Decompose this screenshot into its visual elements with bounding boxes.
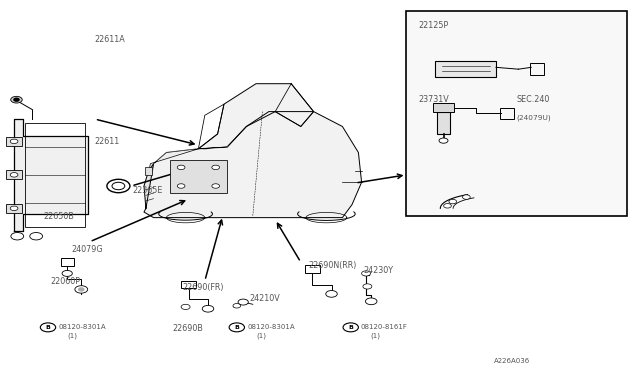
- Bar: [435, 61, 496, 77]
- Bar: [500, 108, 514, 119]
- Circle shape: [229, 323, 244, 332]
- Circle shape: [30, 232, 42, 240]
- Text: (1): (1): [370, 332, 380, 339]
- Circle shape: [444, 203, 451, 208]
- Circle shape: [326, 291, 337, 297]
- Polygon shape: [146, 147, 227, 186]
- Bar: [433, 103, 454, 112]
- Bar: [437, 112, 450, 134]
- Text: (1): (1): [256, 332, 266, 339]
- Bar: [530, 63, 544, 75]
- Circle shape: [238, 299, 248, 305]
- Text: 24079G: 24079G: [72, 245, 103, 254]
- Text: 22365E: 22365E: [132, 186, 163, 195]
- Text: B: B: [234, 325, 239, 330]
- Circle shape: [363, 284, 372, 289]
- Bar: [25, 123, 86, 227]
- Text: 08120-8301A: 08120-8301A: [58, 324, 106, 330]
- Bar: [6, 137, 22, 146]
- Text: SEC.240: SEC.240: [517, 94, 550, 104]
- Bar: [181, 281, 196, 288]
- Text: 22690B: 22690B: [173, 324, 204, 333]
- Text: B: B: [45, 325, 51, 330]
- Polygon shape: [144, 164, 154, 208]
- Text: 08120-8301A: 08120-8301A: [247, 324, 294, 330]
- Text: 23731V: 23731V: [418, 94, 449, 104]
- Bar: [6, 204, 22, 213]
- Circle shape: [202, 305, 214, 312]
- Circle shape: [62, 270, 72, 276]
- Circle shape: [10, 173, 18, 177]
- Circle shape: [14, 98, 19, 101]
- Text: (1): (1): [67, 332, 77, 339]
- Circle shape: [107, 179, 130, 193]
- Circle shape: [365, 298, 377, 305]
- Circle shape: [343, 323, 358, 332]
- Bar: [145, 167, 152, 175]
- Circle shape: [449, 199, 456, 204]
- Bar: [305, 265, 320, 273]
- Circle shape: [112, 182, 125, 190]
- Text: 22650B: 22650B: [44, 212, 74, 221]
- Polygon shape: [14, 119, 88, 231]
- Text: 22060P: 22060P: [50, 278, 80, 286]
- Text: (24079U): (24079U): [517, 114, 552, 121]
- Text: 22690N(RR): 22690N(RR): [308, 262, 357, 270]
- Circle shape: [10, 206, 18, 211]
- Circle shape: [40, 323, 56, 332]
- Circle shape: [10, 139, 18, 144]
- Circle shape: [177, 165, 185, 170]
- Circle shape: [233, 304, 241, 308]
- Circle shape: [11, 96, 22, 103]
- Bar: [61, 258, 74, 266]
- Circle shape: [463, 195, 470, 199]
- Polygon shape: [198, 84, 314, 149]
- Bar: [6, 170, 22, 179]
- Circle shape: [212, 165, 220, 170]
- Text: 22125P: 22125P: [418, 21, 448, 30]
- Circle shape: [177, 184, 185, 188]
- Circle shape: [439, 138, 448, 143]
- Circle shape: [79, 288, 84, 291]
- Circle shape: [362, 271, 371, 276]
- Circle shape: [212, 184, 220, 188]
- Circle shape: [75, 286, 88, 293]
- Bar: [170, 160, 227, 193]
- Circle shape: [11, 232, 24, 240]
- Text: 24210V: 24210V: [250, 294, 280, 303]
- Polygon shape: [144, 112, 362, 218]
- Circle shape: [181, 304, 190, 310]
- Text: 08120-8161F: 08120-8161F: [361, 324, 408, 330]
- Text: 24230Y: 24230Y: [363, 266, 393, 275]
- Bar: [406, 11, 627, 216]
- Text: 22690(FR): 22690(FR): [182, 283, 224, 292]
- Text: B: B: [348, 325, 353, 330]
- Text: 22611: 22611: [95, 137, 120, 146]
- Text: 22611A: 22611A: [95, 35, 125, 44]
- Text: A226A036: A226A036: [494, 358, 531, 364]
